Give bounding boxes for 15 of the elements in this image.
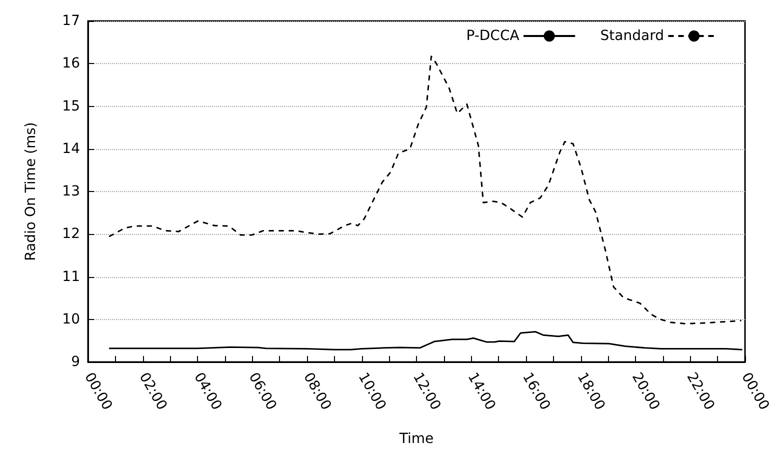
legend-label: P-DCCA	[466, 28, 520, 44]
y-tick-label: 15	[62, 98, 80, 114]
y-tick-label: 11	[62, 268, 80, 285]
y-tick-label: 10	[62, 311, 80, 328]
y-tick-label: 9	[71, 354, 80, 370]
y-tick-label: 12	[62, 226, 80, 242]
x-axis-title: Time	[398, 431, 434, 447]
line-series	[108, 56, 742, 324]
y-tick-label: 16	[62, 56, 80, 72]
y-tick-label: 17	[62, 13, 80, 29]
y-tick-label: 13	[62, 184, 80, 200]
y-axis-title: Radio On Time (ms)	[23, 122, 39, 261]
line-series	[108, 330, 742, 350]
y-tick-label: 14	[62, 140, 80, 157]
legend-label: Standard	[600, 28, 664, 44]
